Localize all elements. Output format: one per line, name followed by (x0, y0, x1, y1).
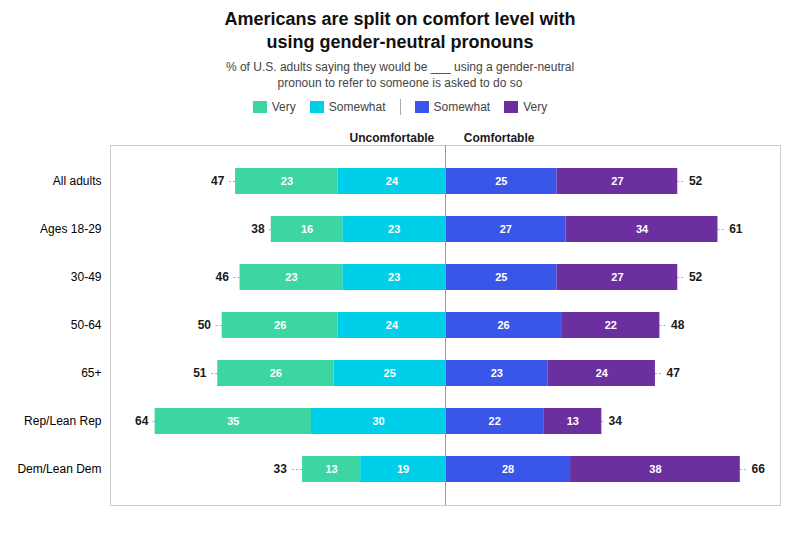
svg-text:33: 33 (274, 463, 288, 477)
svg-text:25: 25 (495, 271, 507, 283)
svg-text:34: 34 (636, 223, 649, 235)
svg-text:27: 27 (500, 223, 512, 235)
svg-text:38: 38 (251, 223, 265, 237)
svg-text:Ages 18-29: Ages 18-29 (40, 223, 102, 237)
svg-text:48: 48 (671, 319, 685, 333)
svg-text:65+: 65+ (81, 367, 101, 381)
svg-text:66: 66 (751, 463, 765, 477)
svg-text:35: 35 (227, 415, 239, 427)
svg-text:13: 13 (325, 463, 337, 475)
svg-text:30-49: 30-49 (71, 271, 102, 285)
html-text:Americans are split on comfort: Americans are split on comfort level wit… (224, 9, 576, 52)
svg-text:50-64: 50-64 (71, 319, 102, 333)
svg-text:61: 61 (729, 223, 743, 237)
html-text:Very: Very (523, 100, 548, 115)
svg-text:50: 50 (198, 319, 212, 333)
svg-text:47: 47 (667, 367, 681, 381)
svg-text:27: 27 (611, 175, 623, 187)
svg-text:26: 26 (270, 367, 282, 379)
svg-text:52: 52 (689, 175, 703, 189)
svg-text:23: 23 (388, 271, 400, 283)
svg-text:26: 26 (497, 319, 509, 331)
svg-text:30: 30 (372, 415, 384, 427)
svg-text:Comfortable: Comfortable (464, 131, 535, 145)
svg-text:52: 52 (689, 271, 703, 285)
svg-text:19: 19 (397, 463, 409, 475)
svg-text:24: 24 (386, 175, 399, 187)
svg-text:24: 24 (386, 319, 399, 331)
svg-text:46: 46 (216, 271, 230, 285)
svg-text:26: 26 (274, 319, 286, 331)
svg-text:24: 24 (596, 367, 609, 379)
svg-text:Dem/Lean Dem: Dem/Lean Dem (17, 463, 101, 477)
svg-text:16: 16 (301, 223, 313, 235)
svg-text:25: 25 (384, 367, 396, 379)
svg-text:64: 64 (135, 415, 149, 429)
svg-text:34: 34 (609, 415, 623, 429)
svg-text:22: 22 (605, 319, 617, 331)
html-text:Somewhat: Somewhat (433, 100, 491, 115)
svg-text:25: 25 (495, 175, 507, 187)
svg-text:51: 51 (193, 367, 207, 381)
svg-text:28: 28 (502, 463, 514, 475)
svg-text:23: 23 (491, 367, 503, 379)
svg-text:13: 13 (567, 415, 579, 427)
html-text:% of U.S. adults saying they w: % of U.S. adults saying they would be __… (225, 60, 575, 91)
svg-text:23: 23 (388, 223, 400, 235)
svg-text:Rep/Lean Rep: Rep/Lean Rep (24, 415, 102, 429)
svg-text:38: 38 (649, 463, 661, 475)
svg-text:All adults: All adults (53, 175, 102, 189)
svg-text:Uncomfortable: Uncomfortable (350, 131, 435, 145)
svg-text:23: 23 (285, 271, 297, 283)
html-text:Very: Very (271, 100, 296, 115)
svg-text:22: 22 (489, 415, 501, 427)
html-text:Somewhat: Somewhat (328, 100, 386, 115)
svg-text:23: 23 (281, 175, 293, 187)
svg-text:47: 47 (211, 175, 225, 189)
svg-text:27: 27 (611, 271, 623, 283)
